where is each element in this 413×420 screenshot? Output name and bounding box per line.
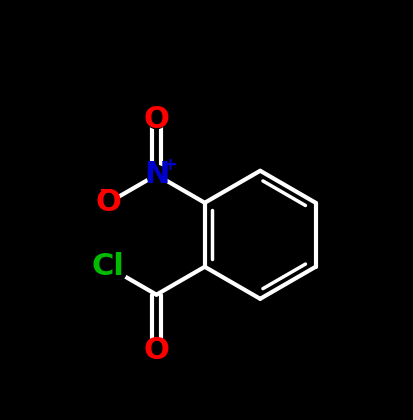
Text: O: O <box>144 105 169 134</box>
Circle shape <box>147 341 166 360</box>
Text: O: O <box>144 336 169 365</box>
Circle shape <box>89 247 128 286</box>
Text: O: O <box>95 188 121 217</box>
Circle shape <box>147 165 166 184</box>
Text: N: N <box>144 160 169 189</box>
Text: Cl: Cl <box>92 252 125 281</box>
Text: −: − <box>99 182 114 200</box>
Circle shape <box>147 110 166 129</box>
Circle shape <box>99 193 118 213</box>
Text: +: + <box>163 155 178 173</box>
